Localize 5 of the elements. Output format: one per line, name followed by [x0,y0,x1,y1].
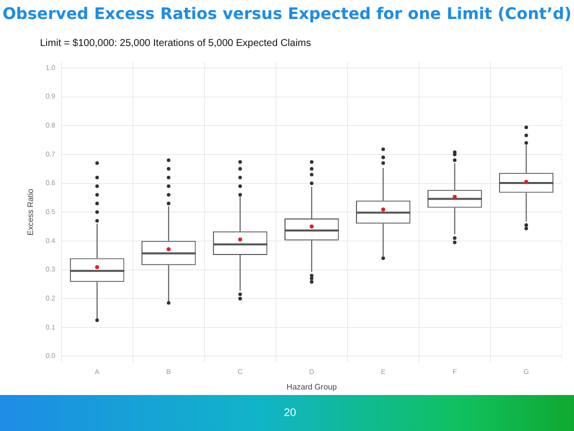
chart-subtitle: Limit = $100,000: 25,000 Iterations of 5,000 Expected Claims [40,38,312,49]
x-axis-title: Hazard Group [286,382,338,392]
text: 20 [282,407,298,419]
y-axis-title: Excess Ratio [26,188,36,236]
chart-title: Observed Excess Ratios versus Expected for one Limit (Cont’d) [1,4,573,23]
